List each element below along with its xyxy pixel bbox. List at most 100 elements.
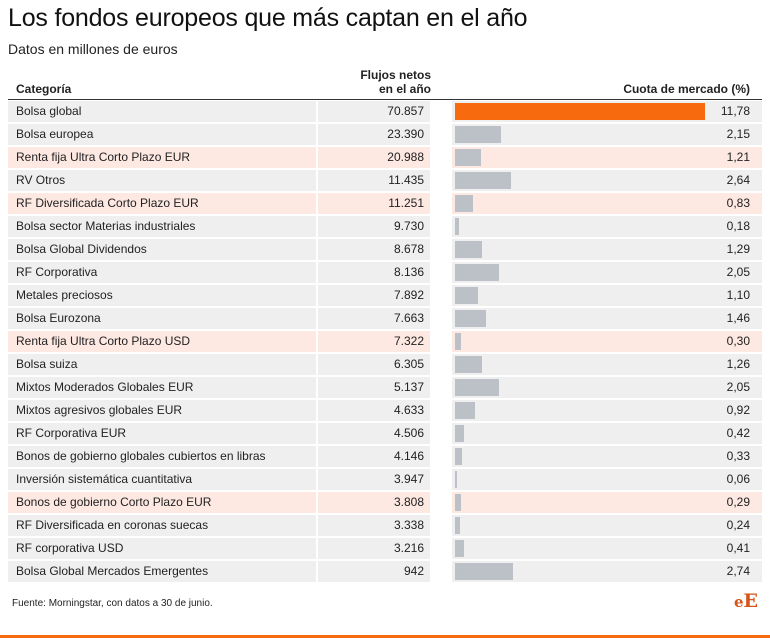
share-bar	[455, 241, 483, 258]
category-label: Bolsa Global Dividendos	[16, 242, 147, 256]
table-header: Categoría Flujos netos en el año Cuota de…	[8, 66, 762, 100]
row-background	[452, 538, 762, 559]
category-label: RF Diversificada Corto Plazo EUR	[16, 196, 199, 210]
share-bar	[455, 402, 475, 419]
table-row: Bolsa sector Materias industriales 9.730 0…	[8, 215, 762, 238]
row-background	[318, 331, 430, 352]
row-background	[452, 423, 762, 444]
row-background	[8, 285, 316, 306]
flow-value: 7.892	[393, 288, 424, 302]
flow-value: 3.216	[393, 541, 424, 555]
category-label: Renta fija Ultra Corto Plazo EUR	[16, 150, 191, 164]
row-background	[452, 124, 762, 145]
flow-value: 6.305	[393, 357, 424, 371]
table-row: Bolsa suiza 6.305 1,26	[8, 353, 762, 376]
category-label: Bolsa sector Materias industriales	[16, 219, 196, 233]
table-row: Bolsa Eurozona 7.663 1,46	[8, 307, 762, 330]
table-row: Renta fija Ultra Corto Plazo EUR 20.988 1,…	[8, 146, 762, 169]
row-background	[318, 285, 430, 306]
share-bar	[455, 471, 457, 488]
table-row: RF corporativa USD 3.216 0,41	[8, 537, 762, 560]
category-label: Mixtos Moderados Globales EUR	[16, 380, 194, 394]
flow-value: 7.322	[393, 334, 424, 348]
row-background	[452, 239, 762, 260]
publisher-logo: eE	[733, 590, 758, 612]
flow-value: 8.678	[393, 242, 424, 256]
share-bar	[455, 333, 462, 350]
table-row: RF Diversificada Corto Plazo EUR 11.251 0,…	[8, 192, 762, 215]
data-table: Categoría Flujos netos en el año Cuota de…	[8, 66, 762, 583]
flow-value: 8.136	[393, 265, 424, 279]
share-value: 0,06	[726, 472, 750, 486]
table-row: Mixtos Moderados Globales EUR 5.137 2,05	[8, 376, 762, 399]
flow-value: 11.435	[388, 173, 424, 187]
row-background	[318, 538, 430, 559]
share-value: 1,26	[726, 357, 750, 371]
share-value: 2,15	[726, 127, 750, 141]
category-label: Bolsa Global Mercados Emergentes	[16, 564, 209, 578]
category-label: Bonos de gobierno Corto Plazo EUR	[16, 495, 212, 509]
category-label: Renta fija Ultra Corto Plazo USD	[16, 334, 191, 348]
row-background	[318, 446, 430, 467]
share-bar	[455, 172, 512, 189]
column-header-category: Categoría	[16, 82, 72, 96]
row-background	[8, 262, 316, 283]
row-background	[318, 262, 430, 283]
table-body: Bolsa global 70.857 11,78 Bolsa europea 23.3…	[8, 100, 762, 583]
table-row: Metales preciosos 7.892 1,10	[8, 284, 762, 307]
table-row: Renta fija Ultra Corto Plazo USD 7.322 0,3…	[8, 330, 762, 353]
row-background	[452, 308, 762, 329]
share-value: 0,29	[726, 495, 750, 509]
row-background	[452, 193, 762, 214]
share-value: 0,83	[726, 196, 750, 210]
row-background	[452, 515, 762, 536]
share-bar	[455, 356, 482, 373]
row-background	[8, 193, 316, 214]
row-background	[318, 492, 430, 513]
table-row: Mixtos agresivos globales EUR 4.633 0,92	[8, 399, 762, 422]
table-row: RF Corporativa EUR 4.506 0,42	[8, 422, 762, 445]
share-value: 1,46	[726, 311, 750, 325]
share-bar	[455, 149, 481, 166]
row-background	[8, 216, 316, 237]
share-bar	[455, 195, 473, 212]
row-background	[8, 561, 316, 582]
row-background	[8, 170, 316, 191]
flow-value: 4.506	[393, 426, 424, 440]
share-value: 2,64	[726, 173, 750, 187]
share-value: 1,10	[726, 288, 750, 302]
category-label: Bolsa europea	[16, 127, 94, 141]
row-background	[318, 216, 430, 237]
category-label: Bolsa Eurozona	[16, 311, 101, 325]
row-background	[8, 538, 316, 559]
table-row: Bonos de gobierno Corto Plazo EUR 3.808 0,…	[8, 491, 762, 514]
share-bar	[455, 264, 499, 281]
row-background	[8, 101, 316, 122]
row-background	[318, 354, 430, 375]
flow-value: 3.947	[393, 472, 424, 486]
row-background	[8, 354, 316, 375]
row-background	[8, 377, 316, 398]
category-label: RF Corporativa	[16, 265, 98, 279]
row-background	[8, 400, 316, 421]
table-row: Bolsa Global Dividendos 8.678 1,29	[8, 238, 762, 261]
table-row: RF Corporativa 8.136 2,05	[8, 261, 762, 284]
table-row: RF Diversificada en coronas suecas 3.338 0…	[8, 514, 762, 537]
share-value: 1,21	[726, 150, 750, 164]
row-background	[318, 124, 430, 145]
share-value: 0,33	[726, 449, 750, 463]
row-background	[452, 331, 762, 352]
category-label: RF corporativa USD	[16, 541, 124, 555]
category-label: Bolsa global	[16, 104, 82, 118]
share-bar	[455, 126, 501, 143]
flow-value: 70.857	[387, 104, 424, 118]
share-bar	[455, 540, 464, 557]
table-row: Inversión sistemática cuantitativa 3.947 0…	[8, 468, 762, 491]
column-header-share: Cuota de mercado (%)	[623, 82, 750, 96]
category-label: Metales preciosos	[16, 288, 113, 302]
row-background	[452, 377, 762, 398]
share-value: 0,18	[726, 219, 750, 233]
row-background	[318, 147, 430, 168]
share-value: 2,05	[726, 380, 750, 394]
row-background	[452, 400, 762, 421]
